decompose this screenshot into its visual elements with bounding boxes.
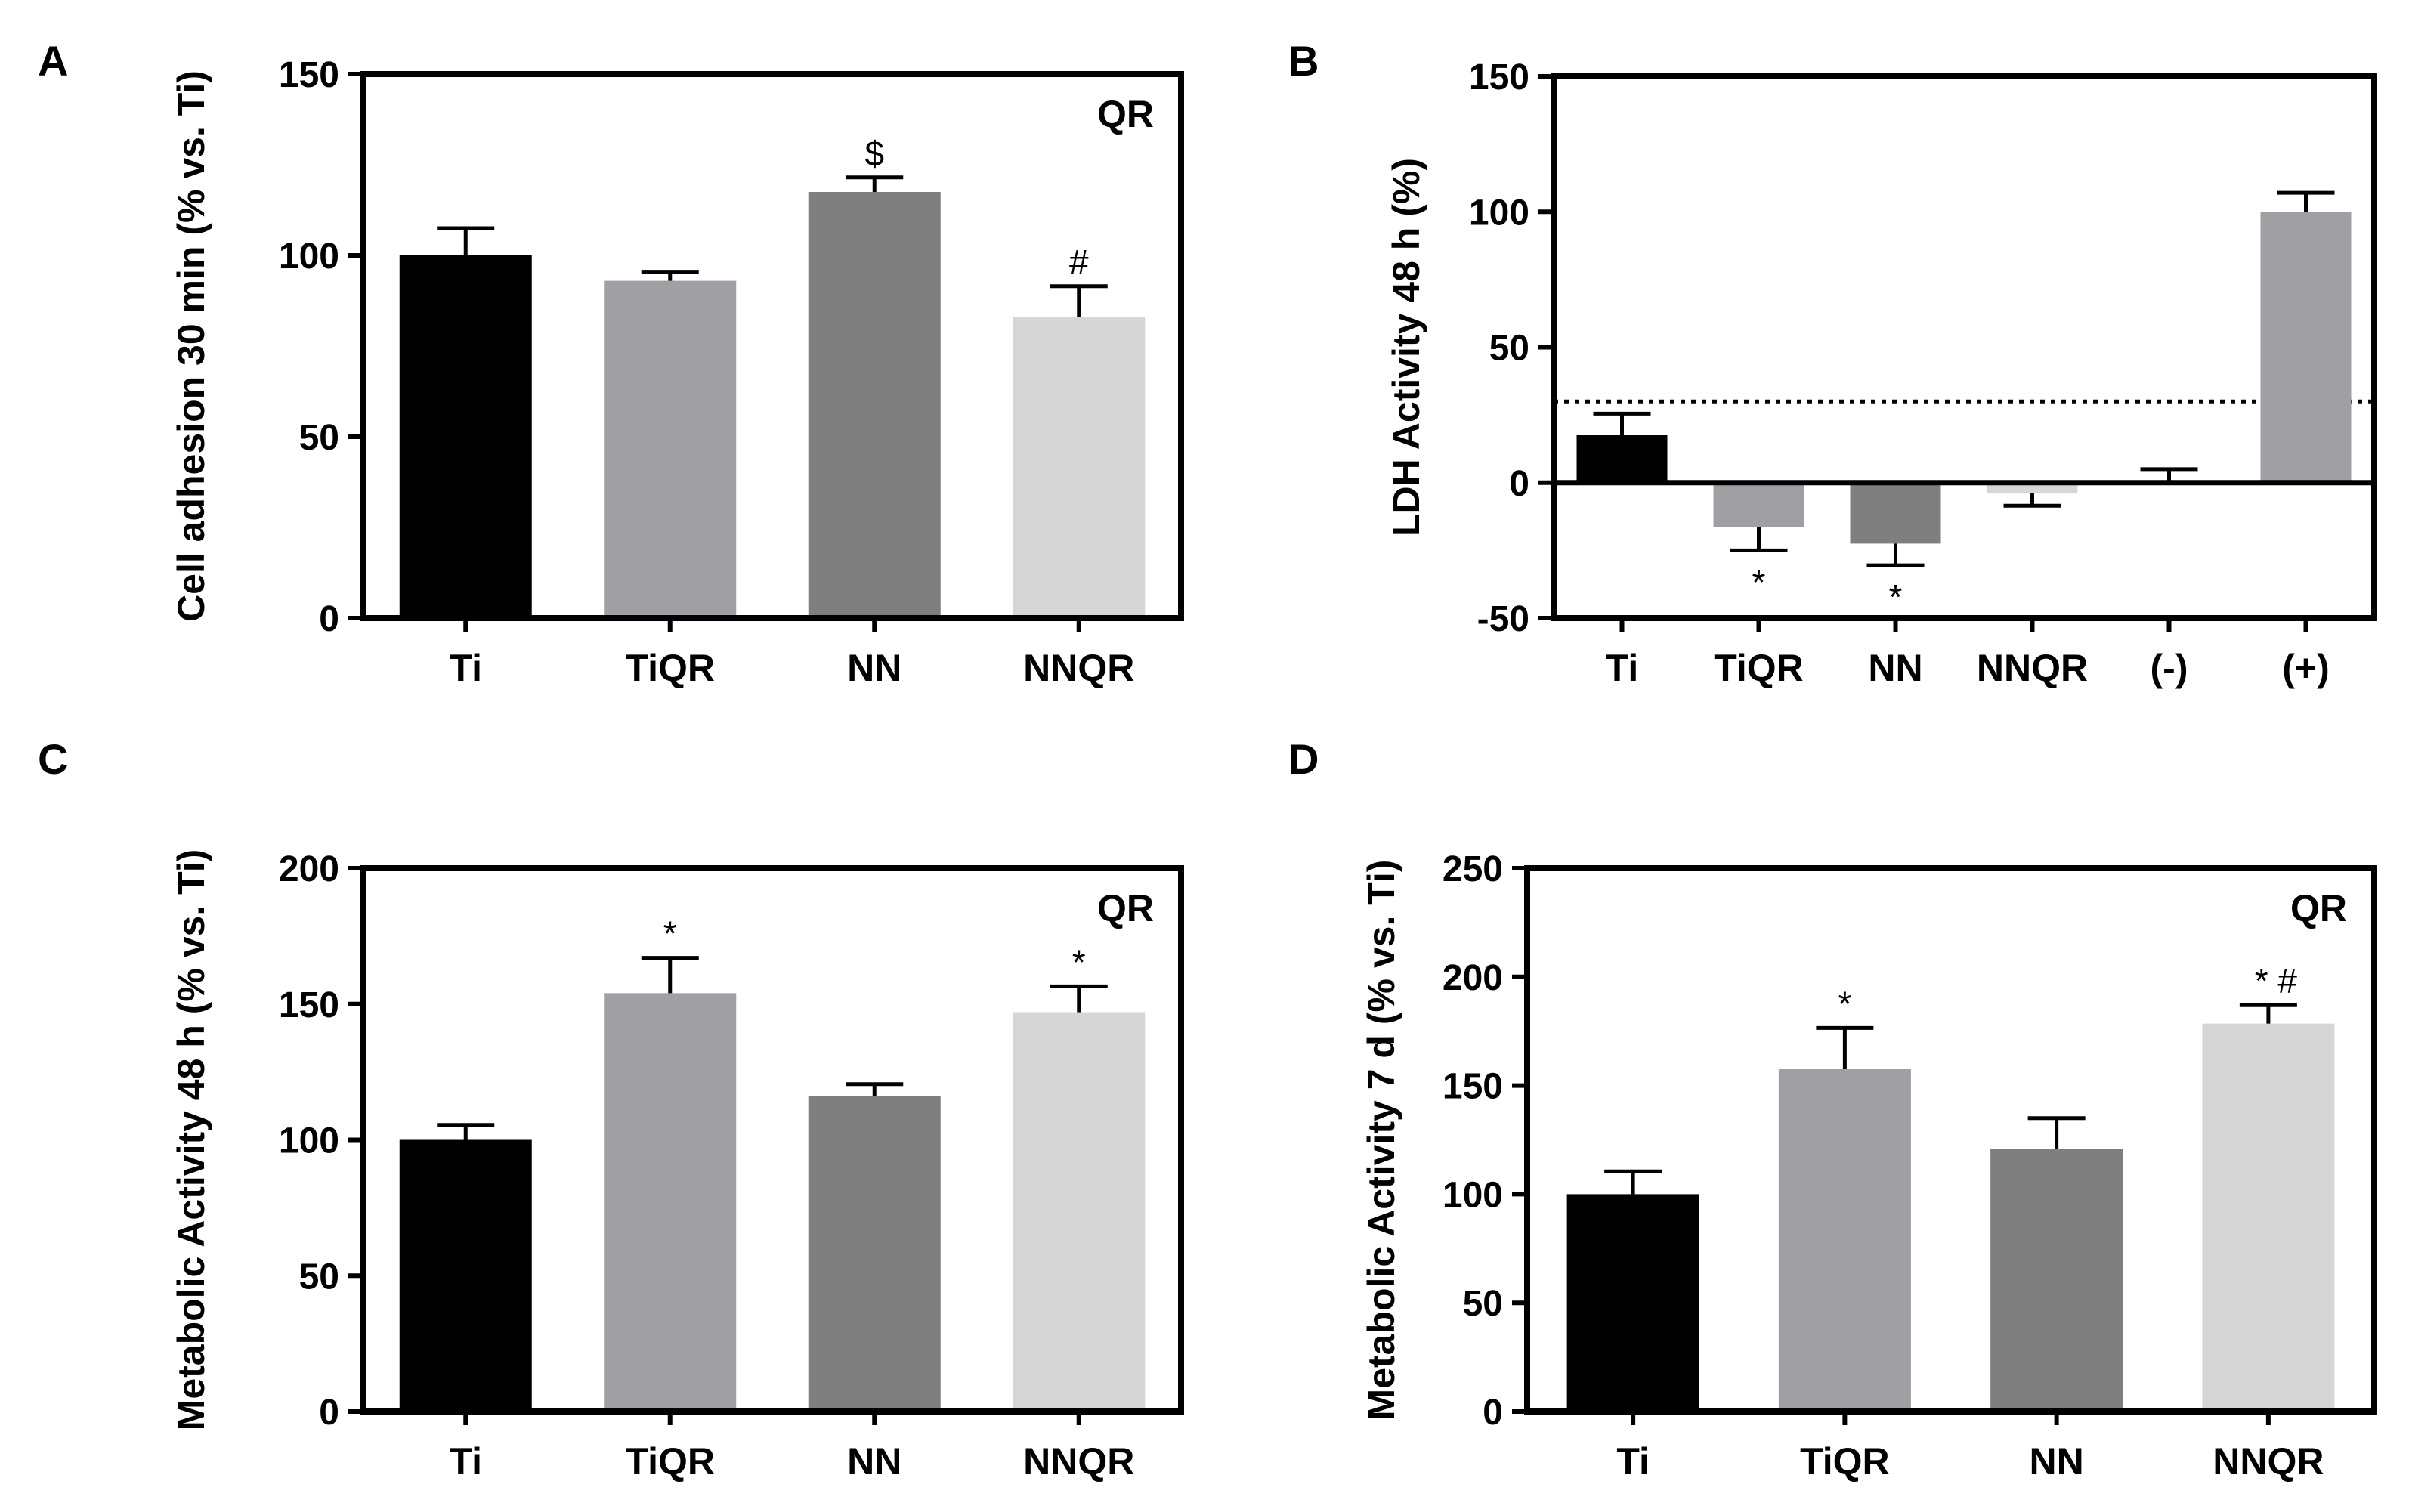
significance-marker: * <box>1072 942 1086 982</box>
bar-nnqr <box>2202 1024 2334 1412</box>
y-tick-label: 0 <box>1483 1393 1503 1433</box>
x-tick-label: TiQR <box>625 1440 715 1483</box>
x-tick-label: Ti <box>1616 1440 1650 1483</box>
plot-frame <box>1554 76 2374 618</box>
y-axis-label: Metabolic Activity 48 h (% vs. Ti) <box>170 849 212 1431</box>
y-tick-label: 0 <box>319 1393 339 1433</box>
x-tick-label: NN <box>2030 1440 2084 1483</box>
bar-nn <box>1990 1149 2123 1412</box>
bar-nn <box>1851 483 1941 544</box>
panel-letter: B <box>1288 37 1319 85</box>
y-tick-label: 100 <box>1469 193 1529 233</box>
y-axis-label: LDH Activity 48 h (%) <box>1385 158 1427 536</box>
y-tick-label: 250 <box>1443 849 1503 889</box>
y-tick-label: 100 <box>1443 1175 1503 1215</box>
y-tick-label: -50 <box>1477 599 1529 639</box>
bar-nn <box>809 192 941 618</box>
significance-marker: * # <box>2255 961 2298 1000</box>
x-tick-label: Ti <box>1606 647 1639 689</box>
panel-d: Ti * TiQR NN * # NNQR 0 50 100 150 200 250 Metabolic… <box>1288 735 2374 1483</box>
y-axis-label: Metabolic Activity 7 d (% vs. Ti) <box>1360 860 1402 1421</box>
bar-tiqr <box>1714 483 1804 527</box>
panel-letter: C <box>38 735 68 783</box>
y-tick-label: 200 <box>1443 958 1503 998</box>
y-tick-label: 200 <box>279 849 339 889</box>
bar-tiqr <box>604 281 736 618</box>
significance-marker: * <box>1838 984 1851 1023</box>
y-tick-label: 0 <box>1509 464 1529 504</box>
x-tick-label: TiQR <box>625 647 715 689</box>
y-tick-label: 50 <box>299 1257 339 1297</box>
bar-ti <box>400 1140 532 1412</box>
y-tick-label: 50 <box>299 418 339 458</box>
x-tick-label: NNQR <box>2213 1440 2324 1483</box>
x-tick-label: TiQR <box>1800 1440 1890 1483</box>
panel-c: Ti * TiQR NN * NNQR 0 50 100 150 200 Metabolic Acti… <box>38 735 1181 1483</box>
y-tick-label: 0 <box>319 599 339 639</box>
panel-a: Ti TiQR $ NN # NNQR 0 50 100 150 Cell adhesion 30 … <box>38 37 1181 689</box>
y-tick-label: 150 <box>279 985 339 1025</box>
x-tick-label: NN <box>1868 647 1922 689</box>
x-tick-label: Ti <box>449 1440 482 1483</box>
x-tick-label: NNQR <box>1023 647 1134 689</box>
significance-marker: # <box>1069 243 1089 282</box>
significance-marker: * <box>1752 562 1766 601</box>
inset-label: QR <box>1097 887 1154 929</box>
x-tick-label: TiQR <box>1714 647 1804 689</box>
panel-b: Ti * TiQR * NN NNQR (-) (+) -50 0 50 100 150 LDH Acti… <box>1288 37 2374 689</box>
y-tick-label: 50 <box>1463 1284 1503 1324</box>
y-tick-label: 100 <box>279 237 339 277</box>
panel-letter: D <box>1288 735 1319 783</box>
x-tick-label: (-) <box>2151 647 2188 689</box>
significance-marker: $ <box>864 134 884 173</box>
bar-ti <box>1567 1194 1699 1412</box>
bar- <box>2261 212 2352 483</box>
bar-ti <box>400 255 532 618</box>
x-tick-label: NNQR <box>1023 1440 1134 1483</box>
y-tick-label: 100 <box>279 1121 339 1161</box>
y-tick-label: 150 <box>1469 57 1529 97</box>
y-tick-label: 150 <box>1443 1067 1503 1107</box>
bar-tiqr <box>604 993 736 1412</box>
inset-label: QR <box>2290 887 2347 929</box>
x-tick-label: (+) <box>2282 647 2330 689</box>
x-tick-label: NN <box>847 647 901 689</box>
x-tick-label: Ti <box>449 647 482 689</box>
significance-marker: * <box>1889 577 1903 617</box>
bar-tiqr <box>1779 1069 1911 1412</box>
bar-nnqr <box>1013 317 1145 618</box>
x-tick-label: NNQR <box>1977 647 2088 689</box>
y-axis-label: Cell adhesion 30 min (% vs. Ti) <box>170 70 212 622</box>
bar-nn <box>809 1096 941 1412</box>
inset-label: QR <box>1097 93 1154 135</box>
x-tick-label: NN <box>847 1440 901 1483</box>
bar-nnqr <box>1013 1013 1145 1412</box>
bar-ti <box>1577 435 1668 483</box>
y-tick-label: 50 <box>1489 329 1529 369</box>
significance-marker: * <box>663 914 677 954</box>
panel-letter: A <box>38 37 68 85</box>
y-tick-label: 150 <box>279 55 339 95</box>
